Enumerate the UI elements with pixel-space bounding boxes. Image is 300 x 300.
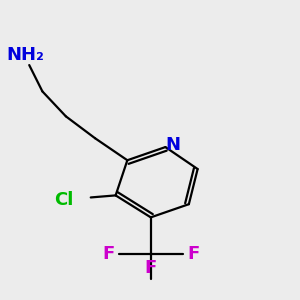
Text: Cl: Cl: [54, 191, 73, 209]
Text: F: F: [145, 259, 157, 277]
Text: NH₂: NH₂: [7, 46, 44, 64]
Text: N: N: [165, 136, 180, 154]
Text: F: F: [188, 245, 200, 263]
Text: F: F: [102, 245, 114, 263]
